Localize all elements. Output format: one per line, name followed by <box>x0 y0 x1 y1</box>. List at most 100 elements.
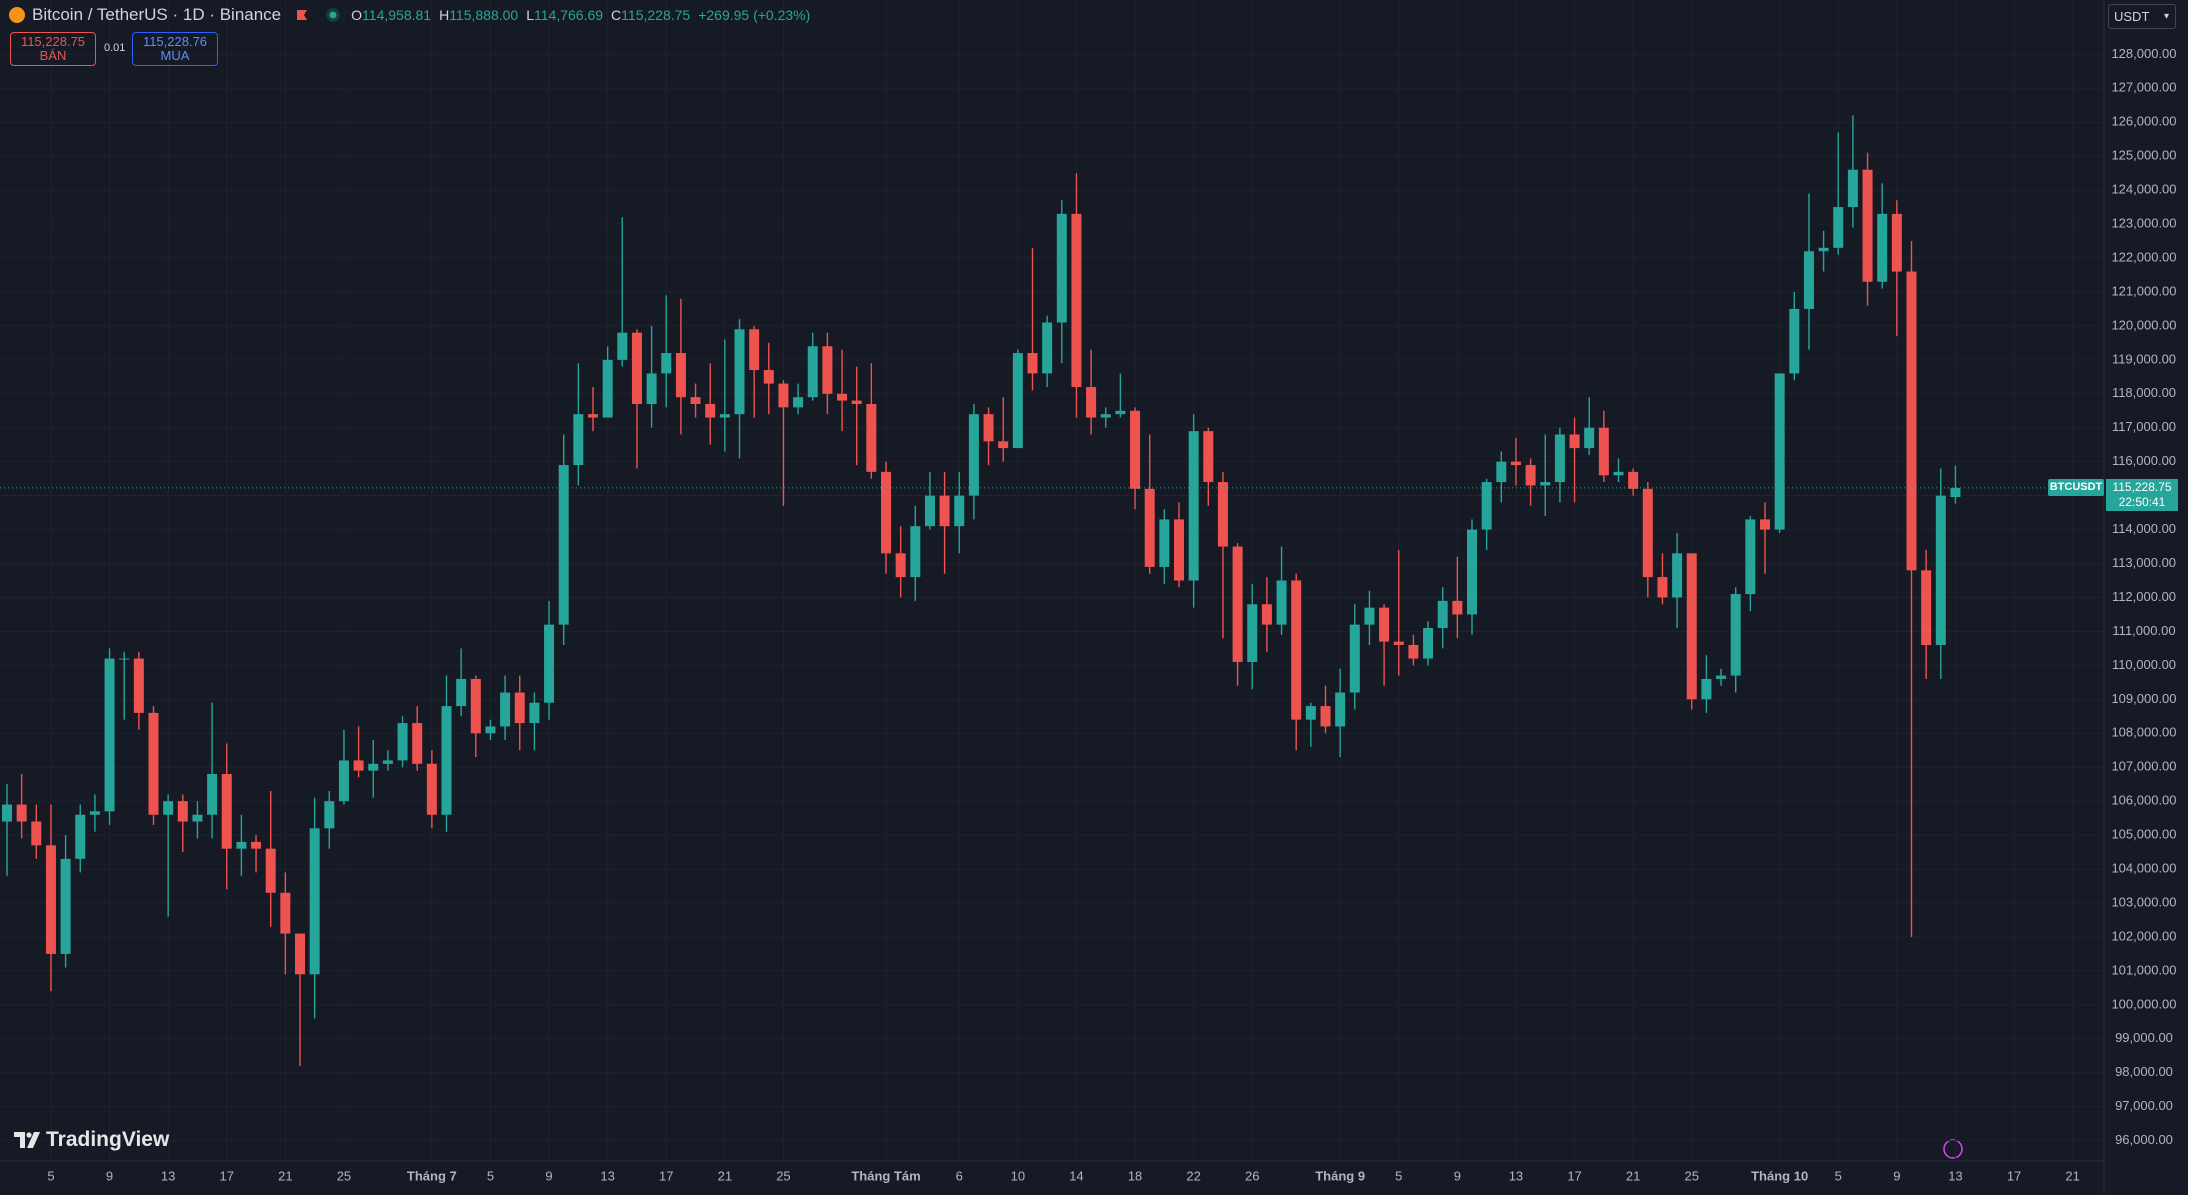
y-tick-label: 117,000.00 <box>2112 419 2176 434</box>
x-tick-label: 9 <box>1454 1168 1461 1183</box>
brand-logo[interactable]: TradingView <box>14 1128 169 1152</box>
y-tick-label: 121,000.00 <box>2111 283 2176 298</box>
candle-body <box>295 933 305 975</box>
x-tick-label: 13 <box>161 1168 175 1183</box>
candle-body <box>1159 519 1170 567</box>
y-tick-label: 120,000.00 <box>2111 317 2176 332</box>
ohlc-values: O114,958.81 H115,888.00 L114,766.69 C115… <box>351 7 810 23</box>
alert-icon[interactable] <box>1943 1139 1963 1159</box>
candle-body <box>1071 213 1082 387</box>
candle-body <box>1437 600 1448 629</box>
candle-body <box>1540 482 1551 486</box>
candle-body <box>1730 594 1741 676</box>
last-price-box: 115,228.75 22:50:41 <box>2106 478 2178 511</box>
candle-body <box>749 329 760 371</box>
candle-body <box>2 804 12 822</box>
candle-body <box>1642 488 1653 578</box>
y-tick-label: 97,000.00 <box>2115 1098 2173 1113</box>
status-dot <box>326 8 341 22</box>
y-tick-label: 126,000.00 <box>2111 114 2176 129</box>
candle-body <box>1862 169 1873 282</box>
candle-body <box>1100 414 1111 418</box>
y-tick-label: 104,000.00 <box>2111 860 2176 875</box>
last-price-symbol: BTCUSDT <box>2048 479 2104 497</box>
candle-body <box>353 760 364 771</box>
candle-body <box>177 801 188 822</box>
y-tick-label: 112,000.00 <box>2112 589 2176 604</box>
flag-icon[interactable] <box>295 8 309 22</box>
candle-body <box>1423 628 1434 659</box>
y-tick-label: 124,000.00 <box>2111 182 2176 197</box>
brand-name: TradingView <box>46 1128 170 1151</box>
y-tick-label: 105,000.00 <box>2111 827 2176 842</box>
x-tick-label: 9 <box>1893 1168 1900 1183</box>
candle-body <box>485 726 496 734</box>
y-tick-label: 103,000.00 <box>2111 894 2176 909</box>
price-change: +269.95 (+0.23%) <box>698 7 811 23</box>
x-tick-label: 6 <box>956 1168 963 1183</box>
candle-body <box>1203 431 1214 483</box>
y-tick-label: 106,000.00 <box>2111 793 2176 808</box>
candle-body <box>1086 387 1097 418</box>
ohlc-value: 115,228.75 <box>621 7 691 23</box>
candle-body <box>1774 373 1785 530</box>
y-tick-label: 122,000.00 <box>2111 249 2176 264</box>
x-tick-label: 22 <box>1186 1168 1200 1183</box>
x-tick-label: 14 <box>1069 1168 1083 1183</box>
candle-body <box>1584 427 1595 449</box>
candle-body <box>221 774 232 849</box>
candle-body <box>133 658 144 713</box>
candle-body <box>588 414 598 418</box>
x-tick-label: 5 <box>1835 1168 1842 1183</box>
candle-body <box>1686 553 1697 700</box>
candle-body <box>763 370 774 384</box>
candle-body <box>309 828 320 975</box>
candle-body <box>236 841 247 849</box>
candle-body <box>661 353 672 374</box>
candle-body <box>1042 322 1053 374</box>
candle-body <box>280 892 291 934</box>
candle-body <box>1950 487 1961 498</box>
x-tick-label: 21 <box>2065 1168 2079 1183</box>
x-tick-label: Tháng 9 <box>1315 1168 1365 1183</box>
candle-body <box>1144 488 1155 567</box>
currency-select[interactable]: USDT ▾ <box>2108 4 2176 29</box>
candle-body <box>1657 577 1668 598</box>
ohlc-value: 115,888.00 <box>449 7 519 23</box>
x-tick-label: 21 <box>718 1168 732 1183</box>
buy-button[interactable]: 115,228.76 MUA <box>132 32 218 66</box>
x-tick-label: 25 <box>776 1168 790 1183</box>
candle-body <box>690 397 701 404</box>
candle-body <box>1833 207 1844 248</box>
candle-body <box>734 329 745 415</box>
candle-body <box>1320 706 1331 727</box>
candle-body <box>837 393 848 401</box>
x-tick-label: 21 <box>1626 1168 1640 1183</box>
candle-body <box>1335 692 1346 727</box>
x-tick-label: Tháng Tám <box>851 1168 920 1183</box>
candle-body <box>529 702 540 724</box>
candle-body <box>822 346 833 394</box>
candle-body <box>1027 353 1038 374</box>
candle-body <box>1818 247 1829 252</box>
symbol-name[interactable]: Bitcoin / TetherUS · 1D · Binance <box>32 5 282 24</box>
y-tick-label: 98,000.00 <box>2115 1064 2173 1079</box>
candle-body <box>1349 624 1360 693</box>
x-tick-label: 17 <box>2007 1168 2021 1183</box>
y-tick-label: 127,000.00 <box>2111 80 2176 95</box>
x-tick-label: 25 <box>337 1168 351 1183</box>
y-tick-label: 119,000.00 <box>2112 351 2176 366</box>
candle-body <box>924 495 935 527</box>
candle-body <box>1847 169 1858 208</box>
dropdown-caret: ▾ <box>2163 11 2169 22</box>
y-tick-label: 101,000.00 <box>2111 962 2176 977</box>
x-tick-label: 17 <box>1567 1168 1581 1183</box>
candle-body <box>1012 353 1023 449</box>
x-tick-label: 25 <box>1685 1168 1699 1183</box>
candle-body <box>939 495 950 527</box>
candle-body <box>1115 410 1126 415</box>
sell-button[interactable]: 115,228.75 BÁN <box>10 32 96 66</box>
candle-body <box>998 441 1009 449</box>
candle-body <box>426 763 437 815</box>
